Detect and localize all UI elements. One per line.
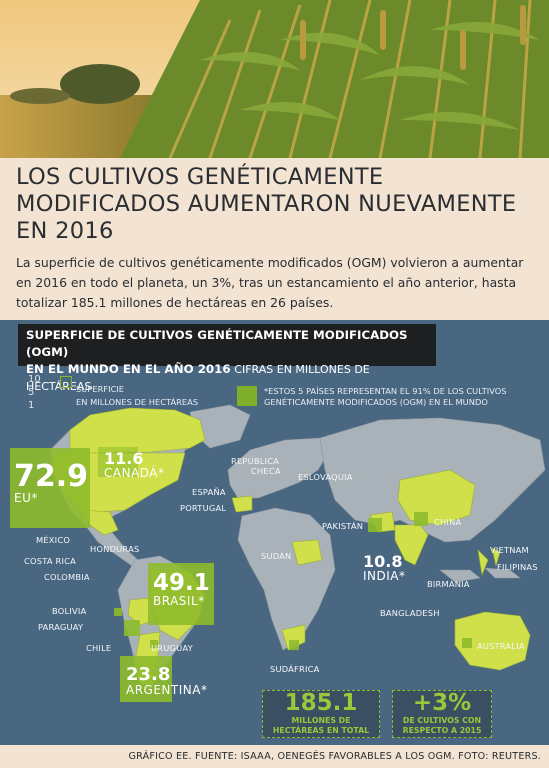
label-australia: AUSTRALIA	[477, 641, 525, 651]
eu-area-square	[10, 448, 90, 528]
label-pakistan: PAKISTÁN	[322, 521, 364, 531]
legend-label-line-2: EN MILLONES DE HECTÁREAS	[76, 397, 199, 407]
subtitle-units: CIFRAS EN MILLONES DE HECTÁREAS	[26, 363, 370, 393]
india-callout: 10.8 INDIA*	[363, 552, 406, 583]
sudafrica-area-square	[289, 640, 299, 650]
intro-paragraph: La superficie de cultivos genéticamente …	[16, 255, 524, 310]
credits-footer: GRÁFICO EE. FUENTE: ISAAA, OENEGÉS FAVOR…	[0, 745, 549, 768]
map-subtitle: SUPERFICIE DE CULTIVOS GENÉTICAMENTE MOD…	[18, 324, 436, 393]
canada-area-square	[98, 447, 138, 477]
legend-label: SUPERFICIE EN MILLONES DE HECTÁREAS	[76, 383, 198, 409]
label-republica-checa-2: CHECA	[251, 466, 281, 476]
eu-label: EU*	[14, 491, 38, 505]
australia-area-square	[462, 638, 472, 648]
label-sudan: SUDÁN	[261, 551, 292, 561]
brasil-callout: 49.1 BRASIL*	[153, 570, 210, 608]
label-bolivia: BOLIVIA	[52, 606, 87, 616]
label-bangladesh: BANGLADESH	[380, 608, 440, 618]
india-value: 10.8	[363, 552, 403, 571]
subtitle-line-2: EN EL MUNDO EN EL AÑO 2016	[26, 362, 231, 376]
label-birmania: BIRMANIA	[427, 579, 470, 589]
label-honduras: HONDURAS	[90, 544, 140, 554]
legend-scale: 10 5 1	[28, 373, 41, 412]
legend-square-icon	[60, 376, 72, 388]
footnote-note: *ESTOS 5 PAÍSES REPRESENTAN EL 91% DE LO…	[264, 386, 507, 407]
argentina-area-square	[120, 656, 172, 702]
label-china: CHINA	[434, 517, 462, 527]
growth-stat: +3% DE CULTIVOS CON RESPECTO A 2015	[392, 690, 492, 738]
bolivia-area-square	[114, 608, 122, 616]
total-area-value: 185.1	[284, 690, 358, 716]
argentina-label: ARGENTINA*	[126, 683, 208, 697]
brasil-value: 49.1	[153, 570, 210, 596]
page-title: LOS CULTIVOS GENÉTICAMENTE MODIFICADOS A…	[16, 164, 517, 244]
label-colombia: COLOMBIA	[44, 572, 90, 582]
label-filipinas: FILIPINAS	[497, 562, 538, 572]
label-sudafrica: SUDÁFRICA	[270, 664, 320, 674]
canada-value: 11.6	[104, 449, 144, 468]
growth-value: +3%	[412, 690, 472, 716]
legend-scale-5: 5	[28, 387, 35, 398]
canada-label: CANADÁ*	[104, 466, 165, 480]
argentina-value: 23.8	[126, 664, 171, 685]
china-area-square	[414, 512, 428, 526]
total-area-desc-1: MILLONES DE	[291, 716, 351, 725]
label-portugal: PORTUGAL	[180, 503, 227, 513]
uruguay-area-square	[150, 640, 158, 648]
brasil-area-square	[148, 563, 214, 625]
canada-callout: 11.6 CANADÁ*	[104, 449, 165, 480]
growth-desc-2: RESPECTO A 2015	[402, 726, 482, 735]
credits-text: GRÁFICO EE. FUENTE: ISAAA, OENEGÉS FAVOR…	[128, 751, 541, 762]
pakistan-area-square	[368, 518, 382, 532]
legend-label-line-1: SUPERFICIE	[76, 384, 125, 394]
label-chile: CHILE	[86, 643, 112, 653]
eu-value: 72.9	[14, 459, 89, 494]
label-paraguay: PARAGUAY	[38, 622, 84, 632]
label-vietnam: VIETNAM	[490, 545, 529, 555]
note-square-icon	[237, 386, 257, 406]
argentina-callout: 23.8 ARGENTINA*	[126, 664, 208, 697]
growth-desc-1: DE CULTIVOS CON	[402, 716, 482, 725]
paraguay-area-square	[124, 620, 140, 636]
label-espana: ESPAÑA	[192, 487, 226, 497]
brasil-label: BRASIL*	[153, 594, 205, 608]
label-republica-checa-1: REPÚBLICA	[231, 456, 280, 466]
legend-scale-10: 10	[28, 374, 41, 385]
total-area-desc-2: HECTÁREAS EN TOTAL	[272, 726, 370, 735]
total-area-stat: 185.1 MILLONES DE HECTÁREAS EN TOTAL	[262, 690, 380, 738]
legend-scale-1: 1	[28, 400, 35, 411]
label-eslovaquia: ESLOVAQUIA	[298, 472, 353, 482]
india-label: INDIA*	[363, 569, 406, 583]
cornfield-photo	[0, 0, 549, 158]
subtitle-line-1: SUPERFICIE DE CULTIVOS GENÉTICAMENTE MOD…	[26, 328, 408, 359]
label-uruguay: URUGUAY	[151, 643, 193, 653]
label-mexico: MÉXICO	[36, 535, 71, 545]
eu-callout: 72.9 EU*	[14, 459, 89, 505]
article-header: LOS CULTIVOS GENÉTICAMENTE MODIFICADOS A…	[0, 158, 549, 320]
label-costa-rica: COSTA RICA	[24, 556, 77, 566]
